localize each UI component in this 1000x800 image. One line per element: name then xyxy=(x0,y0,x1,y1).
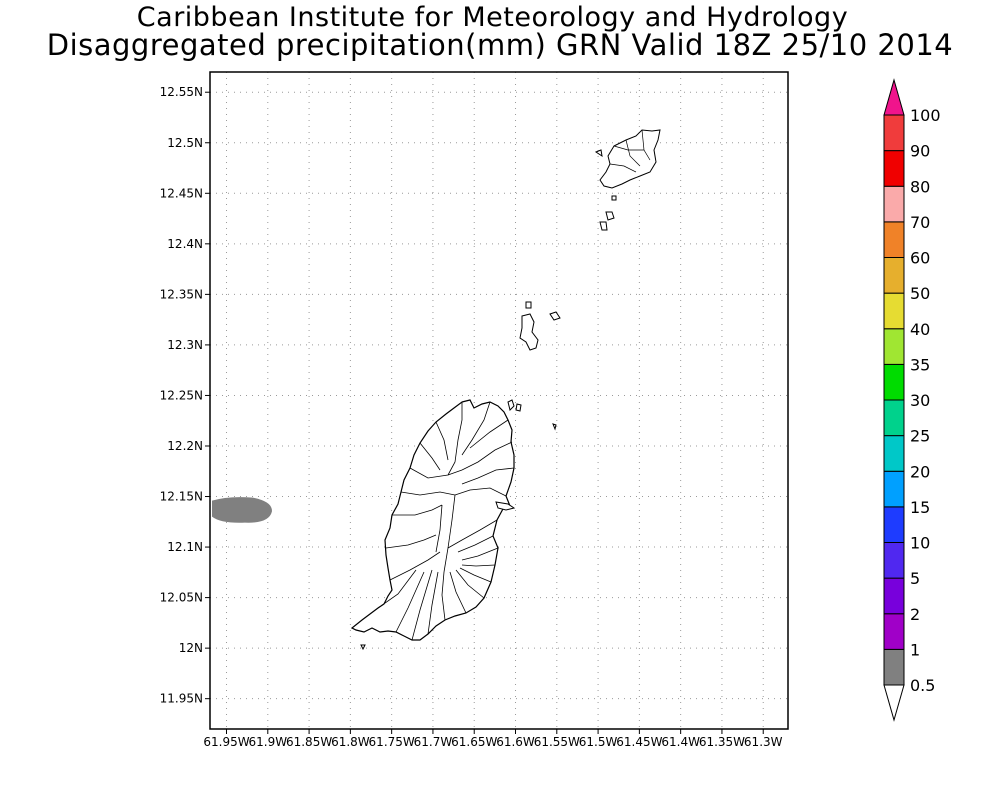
colorbar-swatch xyxy=(883,613,905,650)
lat-tick-label: 12.45N xyxy=(160,186,203,200)
colorbar-label: 70 xyxy=(910,213,930,232)
islet xyxy=(611,195,617,201)
colorbar-below-range xyxy=(883,684,905,722)
lon-tick-label: 61.5W xyxy=(579,735,618,749)
colorbar-label: 35 xyxy=(910,355,930,374)
colorbar-swatch xyxy=(883,185,905,223)
lat-tick-label: 12.4N xyxy=(167,237,203,251)
lat-tick-label: 12.55N xyxy=(160,85,203,99)
lat-tick-label: 12.05N xyxy=(160,591,203,605)
lat-tick-label: 12N xyxy=(179,641,203,655)
islet xyxy=(507,399,515,411)
lat-tick-label: 12.15N xyxy=(160,490,203,504)
lat-tick-label: 12.5N xyxy=(167,136,203,150)
islet xyxy=(605,211,615,221)
colorbar-swatch xyxy=(883,577,905,615)
colorbar-swatch xyxy=(883,150,905,187)
union-island xyxy=(599,129,661,189)
islet xyxy=(549,311,561,321)
colorbar-label: 10 xyxy=(910,534,930,553)
lat-tick-label: 12.3N xyxy=(167,338,203,352)
lon-tick-label: 61.8W xyxy=(331,735,370,749)
lon-tick-label: 61.9W xyxy=(249,735,288,749)
colorbar-label: 50 xyxy=(910,284,930,303)
colorbar-swatch xyxy=(883,542,905,579)
union-island-lines xyxy=(609,129,651,173)
precip-layer xyxy=(212,497,272,523)
lon-tick-label: 61.4W xyxy=(661,735,700,749)
colorbar-label: 2 xyxy=(910,605,920,624)
colorbar-swatch xyxy=(883,506,905,543)
colorbar-label: 1 xyxy=(910,640,920,659)
lon-tick-label: 61.35W xyxy=(699,735,745,749)
colorbar-swatch xyxy=(883,363,905,401)
colorbar-swatch xyxy=(883,114,905,152)
colorbar-swatch xyxy=(883,648,905,686)
colorbar-label: 0.5 xyxy=(910,676,935,695)
colorbar-swatch xyxy=(883,435,905,472)
lon-tick-label: 61.85W xyxy=(286,735,332,749)
lon-tick-label: 61.6W xyxy=(496,735,535,749)
lon-tick-label: 61.3W xyxy=(744,735,783,749)
colorbar-label: 60 xyxy=(910,249,930,268)
islet xyxy=(594,149,603,158)
islet xyxy=(360,644,366,651)
colorbar-swatch xyxy=(883,257,905,294)
map-title-institute: Caribbean Institute for Meteorology and … xyxy=(136,2,849,33)
map-frame xyxy=(209,71,789,730)
precip-cell xyxy=(212,497,272,523)
colorbar-label: 15 xyxy=(910,498,930,517)
colorbar-label: 20 xyxy=(910,462,930,481)
lon-tick-label: 61.95W xyxy=(203,735,249,749)
carriacou-island xyxy=(519,313,539,351)
colorbar-swatch xyxy=(883,292,905,330)
grid-lines xyxy=(210,72,788,729)
latitude-axis: 12.55N 12.5N 12.45N 12.4N 12.35N 12.3N 12.25N 1… xyxy=(160,85,210,706)
map-title-product: Disaggregated precipitation(mm) GRN Vali… xyxy=(46,28,954,62)
islet xyxy=(552,423,557,431)
lon-tick-label: 61.45W xyxy=(616,735,662,749)
colorbar-label: 90 xyxy=(910,142,930,161)
colorbar-label: 100 xyxy=(910,106,941,125)
lat-tick-label: 12.2N xyxy=(167,439,203,453)
lat-tick-label: 12.1N xyxy=(167,540,203,554)
lon-tick-label: 61.7W xyxy=(414,735,453,749)
colorbar-swatch xyxy=(883,399,905,437)
longitude-axis: 61.95W61.9W61.85W61.8W61.75W61.7W61.65W6… xyxy=(203,729,783,749)
lon-tick-label: 61.75W xyxy=(369,735,415,749)
colorbar-swatch xyxy=(883,328,905,365)
coastline-layer xyxy=(350,129,661,651)
catchment-lines xyxy=(377,401,515,641)
lat-tick-label: 12.25N xyxy=(160,388,203,402)
lon-tick-label: 61.55W xyxy=(534,735,580,749)
islet xyxy=(525,301,532,309)
colorbar-swatch xyxy=(883,470,905,508)
colorbar-label: 30 xyxy=(910,391,930,410)
colorbar-above-range xyxy=(883,78,905,116)
islet xyxy=(515,403,522,412)
islet xyxy=(495,501,516,511)
lat-tick-label: 12.35N xyxy=(160,287,203,301)
lat-tick-label: 11.95N xyxy=(160,692,203,706)
colorbar-label: 80 xyxy=(910,177,930,196)
colorbar-label: 25 xyxy=(910,427,930,446)
colorbar-label: 40 xyxy=(910,320,930,339)
grenada-main-island xyxy=(350,399,515,641)
lon-tick-label: 61.65W xyxy=(451,735,497,749)
colorbar-swatch xyxy=(883,221,905,258)
colorbar-label: 5 xyxy=(910,569,920,588)
islet xyxy=(599,221,608,231)
